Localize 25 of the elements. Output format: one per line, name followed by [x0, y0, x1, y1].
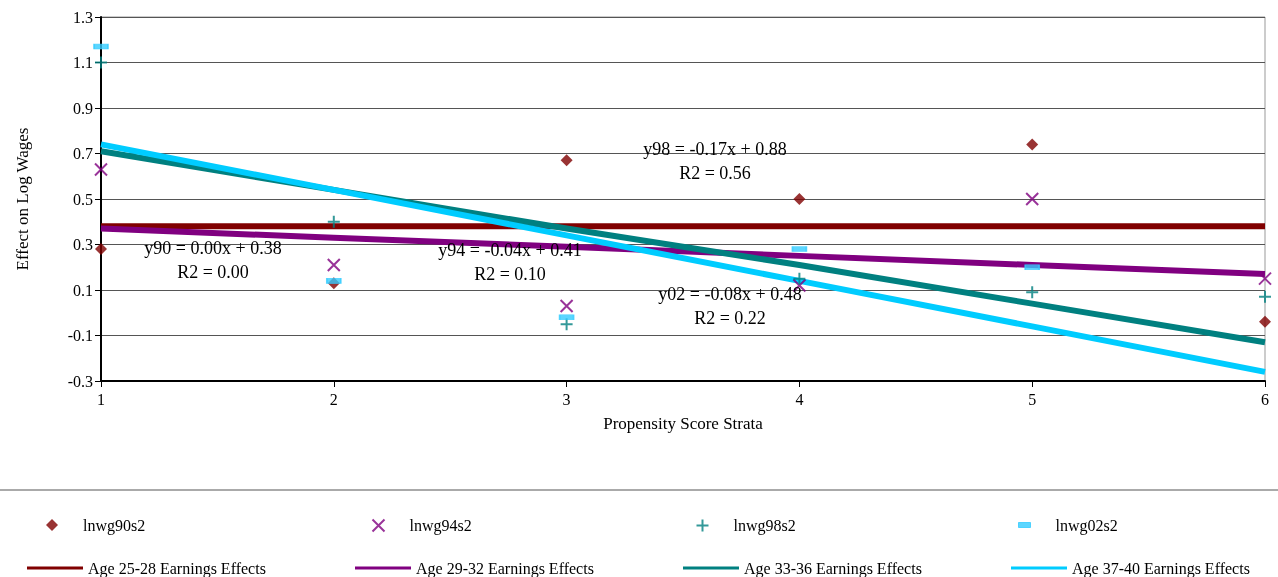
legend-label: Age 33-36 Earnings Effects	[744, 559, 922, 577]
y-tick-label: -0.1	[67, 327, 93, 344]
legend-label: Age 29-32 Earnings Effects	[416, 559, 594, 577]
x-tick-label: 1	[97, 390, 105, 408]
y-tick-label: 0.5	[73, 190, 93, 208]
x-axis-title: Propensity Score Strata	[603, 414, 764, 433]
y-tick-label: 1.1	[73, 54, 93, 71]
x-tick-label: 2	[329, 390, 338, 408]
y-tick-label: 0.1	[73, 281, 93, 299]
y-tick-label: 1.3	[73, 8, 93, 26]
y-tick-label: 0.3	[73, 236, 93, 253]
legend-label: lnwg02s2	[1055, 516, 1118, 535]
y-tick-label: -0.3	[67, 372, 93, 390]
legend-label: Age 37-40 Earnings Effects	[1072, 559, 1250, 577]
x-tick-label: 5	[1028, 390, 1037, 408]
legend-label: lnwg98s2	[733, 517, 796, 535]
x-tick-label: 3	[562, 390, 571, 408]
legend-label: lnwg94s2	[409, 517, 472, 535]
y-axis-title: Effect on Log Wages	[13, 127, 32, 271]
x-tick-label: 6	[1261, 390, 1269, 408]
legend-label: lnwg90s2	[83, 516, 146, 535]
y-tick-label: 0.7	[73, 145, 93, 162]
x-tick-label: 4	[795, 390, 804, 408]
y-tick-label: 0.9	[73, 99, 93, 117]
legend-label: Age 25-28 Earnings Effects	[88, 559, 266, 577]
